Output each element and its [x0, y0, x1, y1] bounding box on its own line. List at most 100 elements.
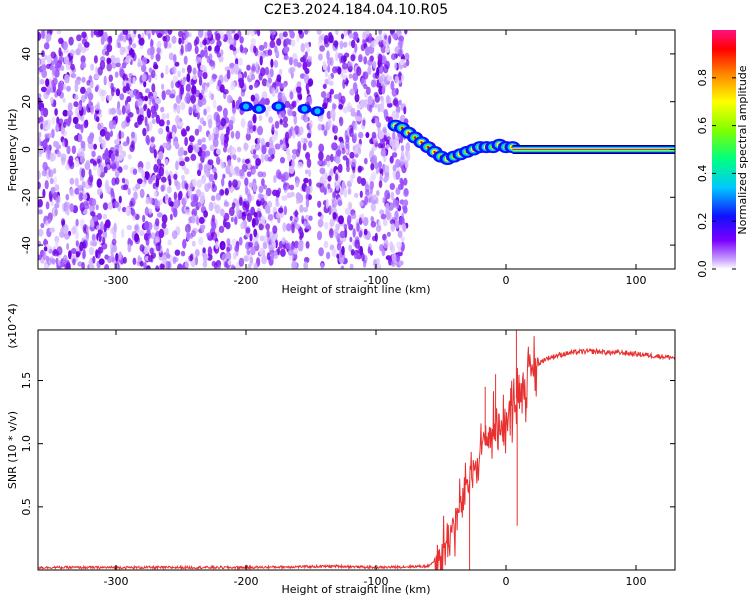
noise-speckle — [381, 86, 386, 95]
noise-speckle — [284, 100, 291, 108]
noise-speckle — [173, 54, 177, 63]
noise-speckle — [299, 204, 304, 213]
snr-panel: -300 -200 -100 0 100 0.5 1.0 1.5 Height of stra… — [6, 303, 676, 596]
noise-speckle — [99, 129, 106, 137]
bottom-plot-area — [38, 330, 675, 570]
noise-speckle — [230, 66, 235, 75]
noise-speckle — [358, 54, 363, 63]
noise-speckle — [70, 73, 77, 79]
noise-speckle — [249, 256, 254, 264]
noise-speckle — [398, 71, 402, 81]
noise-speckle — [229, 44, 234, 51]
noise-speckle — [160, 72, 164, 79]
noise-speckle — [234, 69, 239, 75]
noise-speckle — [212, 166, 217, 174]
noise-speckle — [373, 161, 379, 169]
top-xtick-label: -200 — [234, 274, 259, 287]
noise-speckle — [364, 46, 371, 56]
noise-speckle — [264, 98, 270, 106]
noise-speckle — [329, 88, 334, 95]
noise-speckle — [302, 143, 307, 151]
noise-speckle — [206, 168, 211, 178]
noise-speckle — [73, 101, 79, 108]
noise-speckle — [208, 201, 214, 212]
noise-speckle — [368, 33, 373, 43]
bottom-ytick-label: 1.5 — [20, 372, 33, 390]
noise-speckle — [141, 181, 146, 188]
noise-speckle — [70, 63, 75, 71]
noise-speckle — [50, 200, 54, 206]
noise-speckle — [143, 103, 148, 110]
noise-speckle — [166, 119, 170, 126]
noise-speckle — [341, 180, 346, 191]
noise-speckle — [129, 200, 134, 208]
noise-speckle — [146, 265, 151, 269]
noise-speckle — [246, 64, 251, 71]
noise-speckle — [95, 66, 99, 74]
noise-speckle — [317, 123, 322, 131]
noise-speckle — [382, 38, 389, 46]
noise-speckle — [45, 124, 51, 131]
noise-speckle — [166, 186, 172, 194]
noise-speckle — [227, 259, 232, 266]
noise-speckle — [223, 212, 230, 222]
noise-speckle — [270, 251, 275, 261]
noise-speckle — [101, 242, 108, 250]
noise-speckle — [139, 244, 145, 252]
noise-speckle — [153, 163, 159, 173]
noise-speckle — [126, 96, 132, 103]
noise-speckle — [267, 156, 273, 162]
noise-speckle — [199, 64, 205, 71]
noise-speckle — [175, 160, 179, 171]
spectrogram-marks — [38, 30, 675, 269]
noise-speckle — [194, 128, 200, 136]
noise-speckle — [54, 108, 58, 116]
noise-speckle — [185, 31, 190, 38]
noise-speckle — [354, 192, 359, 199]
noise-speckle — [215, 44, 220, 53]
noise-speckle — [296, 81, 302, 87]
noise-speckle — [352, 166, 356, 174]
signal-blob-core — [301, 105, 308, 112]
noise-speckle — [146, 137, 150, 146]
noise-speckle — [363, 56, 368, 65]
noise-speckle — [342, 155, 348, 161]
noise-speckle — [38, 31, 42, 41]
noise-speckle — [182, 150, 188, 156]
noise-speckle — [391, 88, 398, 97]
noise-speckle — [110, 227, 115, 235]
noise-speckle — [387, 96, 392, 104]
noise-speckle — [169, 201, 175, 207]
noise-speckle — [328, 97, 332, 103]
noise-speckle — [394, 219, 400, 229]
noise-speckle — [282, 82, 287, 88]
noise-speckle — [144, 206, 149, 216]
noise-speckle — [382, 197, 386, 204]
noise-speckle — [190, 153, 197, 161]
noise-speckle — [232, 170, 236, 176]
noise-speckle — [320, 262, 324, 269]
noise-speckle — [198, 76, 203, 86]
noise-speckle — [155, 218, 160, 227]
noise-speckle — [71, 145, 77, 154]
noise-speckle — [225, 251, 232, 262]
noise-speckle — [202, 120, 207, 127]
noise-speckle — [214, 204, 221, 214]
noise-speckle — [403, 177, 408, 186]
noise-speckle — [246, 188, 251, 198]
noise-speckle — [102, 202, 109, 211]
noise-speckle — [230, 80, 236, 91]
noise-speckle — [175, 114, 181, 125]
noise-speckle — [257, 137, 262, 144]
noise-speckle — [95, 250, 101, 259]
noise-speckle — [227, 159, 232, 167]
noise-speckle — [82, 189, 86, 195]
noise-speckle — [332, 212, 337, 220]
noise-speckle — [319, 167, 326, 175]
noise-speckle — [385, 210, 392, 220]
noise-speckle — [86, 233, 89, 242]
noise-speckle — [305, 185, 311, 195]
noise-speckle — [111, 62, 117, 69]
noise-speckle — [259, 55, 263, 66]
noise-speckle — [107, 201, 114, 210]
